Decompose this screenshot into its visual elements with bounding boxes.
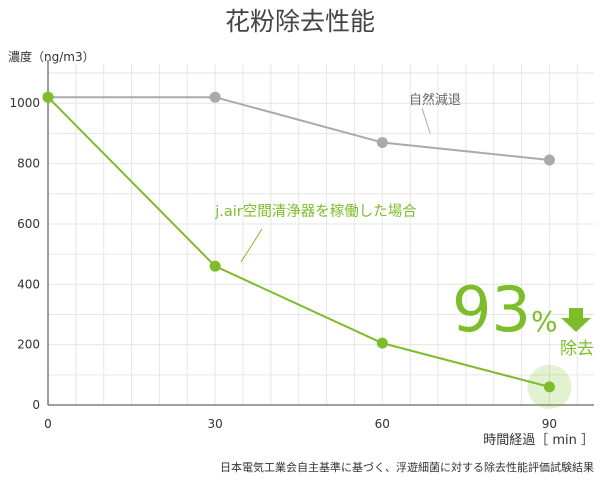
data-point-series-2 [209,260,221,272]
series-1-leader-line [421,107,431,134]
reduction-label: 除去 [560,339,594,359]
series-layer [42,91,572,409]
y-tick-label: 200 [17,338,40,352]
y-tick-label: 400 [17,277,40,291]
series-2-leader-line [240,228,263,263]
x-tick-label: 60 [375,417,390,431]
x-tick-label: 90 [542,417,557,431]
chart-footnote: 日本電気工業会自主基準に基づく、浮遊細菌に対する除去性能評価試験結果 [220,460,594,474]
series-1-label: 自然減退 [409,92,461,108]
series-2-label: j.air空間清浄器を稼働した場合 [214,203,417,220]
data-point-series-1 [209,91,221,103]
data-point-series-1 [376,136,388,148]
data-point-series-1 [543,154,555,166]
data-point-series-2 [543,381,555,393]
series-labels: 自然減退 j.air空間清浄器を稼働した場合 [214,92,461,263]
x-tick-label: 30 [208,417,223,431]
x-tick-labels: 0 30 60 90 [44,417,557,431]
down-arrow-icon [561,308,591,332]
x-tick-label: 0 [44,417,52,431]
chart-title: 花粉除去性能 [225,7,375,36]
y-tick-label: 1000 [9,96,40,110]
data-point-series-2 [42,91,54,103]
y-axis-label: 濃度（ng/m3） [8,49,95,64]
reduction-annotation: 93 % 除去 [452,273,594,359]
data-point-series-2 [376,337,388,349]
gridlines [48,64,594,405]
y-tick-label: 600 [17,217,40,231]
y-tick-label: 0 [32,398,40,412]
reduction-unit: % [531,305,558,338]
series-line-1 [48,96,550,161]
reduction-value: 93 [452,273,531,346]
y-tick-labels: 0 200 400 600 800 1000 [9,96,40,412]
x-axis-label: 時間経過［ min ］ [483,433,594,448]
y-tick-label: 800 [17,157,40,171]
axes [47,60,594,406]
series-line-2 [47,96,550,388]
